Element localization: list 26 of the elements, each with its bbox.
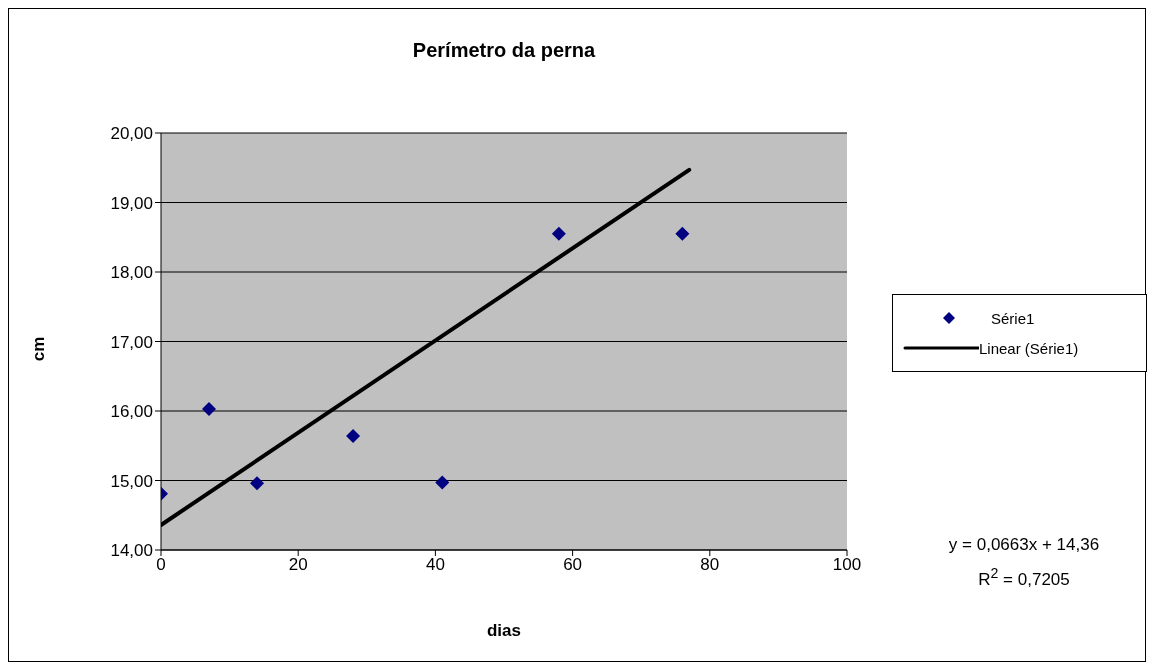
text: y = 0,0663x + 14,36: [947, 534, 1101, 556]
point: [435, 475, 450, 490]
x-tick-label: 60: [563, 555, 583, 575]
x-tick-label: 100: [832, 555, 862, 575]
y-tick-label: 16,00: [110, 402, 153, 422]
x-tick-label: 20: [288, 555, 308, 575]
x-tick-label: 0: [156, 555, 166, 575]
point: [202, 401, 217, 416]
y-tick-label: 15,00: [110, 471, 153, 491]
x-tick-label: 40: [425, 555, 445, 575]
point: [551, 226, 566, 241]
point: [675, 226, 690, 241]
point: [250, 476, 265, 491]
x-axis-title: dias: [486, 621, 522, 641]
y-tick-label: 14,00: [110, 541, 153, 561]
y-tick-label: 19,00: [110, 193, 153, 213]
point: [346, 429, 361, 444]
legend-label: Linear (Série1): [979, 339, 1079, 357]
chart-title: Perímetro da perna: [411, 39, 597, 62]
text: R$^{2}$ = 0,7205: [977, 564, 1071, 591]
y-tick-label: 17,00: [110, 332, 153, 352]
y-tick-label: 18,00: [110, 263, 153, 283]
y-axis-title: cm: [29, 335, 49, 364]
y-tick-label: 20,00: [110, 124, 153, 144]
legend-label: Série1: [991, 309, 1035, 327]
x-tick-label: 80: [700, 555, 720, 575]
